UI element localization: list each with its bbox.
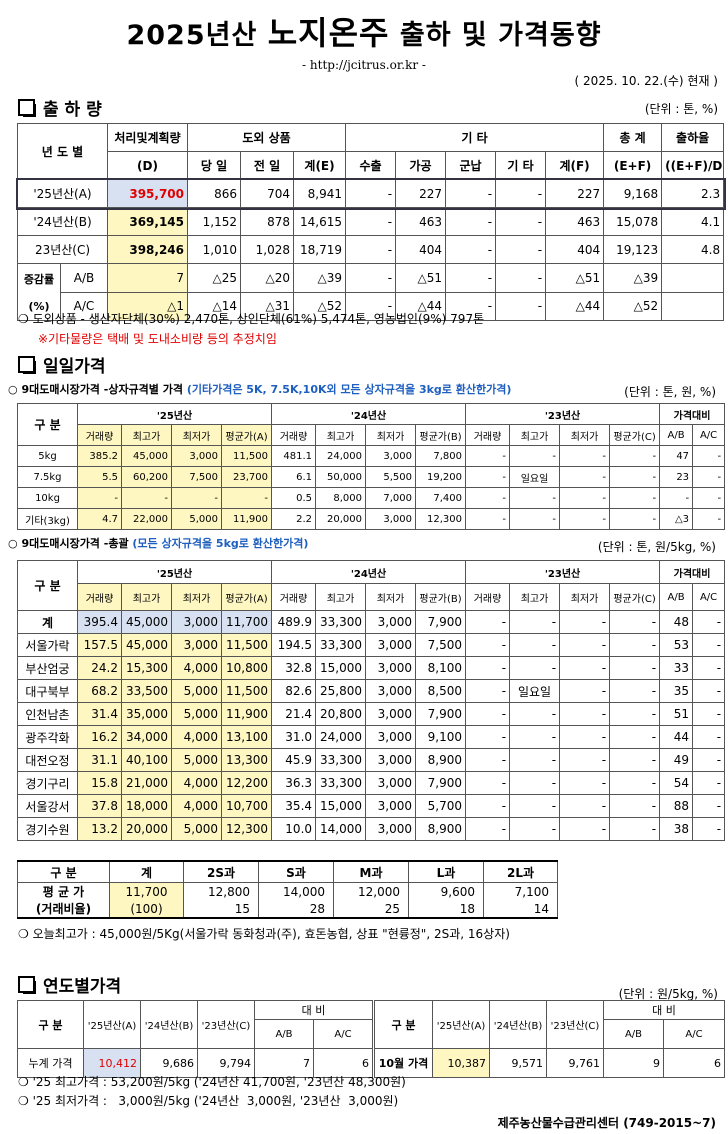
table-row: '25년산(A) 395,700 866 704 8,941 - 227 - -…	[15, 177, 726, 210]
header-export: 수출	[345, 151, 397, 180]
page-title: 2025년산 노지온주 출하 및 가격동향	[126, 14, 602, 52]
table-row: 10월 가격 10,387 9,571 9,761 9 6	[374, 1048, 725, 1078]
report-date: ( 2025. 10. 22.(수) 현재 )	[574, 74, 718, 88]
table-row: 경기구리 15.8 21,000 4,000 12,200 36.3 33,300 3,000…	[17, 771, 726, 795]
table-row: 구 분 계 2S과 S과 M과 L과 2L과	[17, 860, 558, 883]
yearly-note-max: ❍ '25 최고가격 : 53,200원/5kg ('24년산 41,700원,…	[18, 1075, 406, 1089]
shipment-unit: (단위 : 톤, %)	[644, 102, 718, 116]
table-row: 광주각화 16.2 34,000 4,000 13,100 31.0 24,000 3,000…	[17, 725, 726, 749]
table-row: 서울가락 157.5 45,000 3,000 11,500 194.5 33,300 3,0…	[17, 633, 726, 657]
header-grand: 총 계	[603, 123, 663, 152]
header-out-total: 계(E)	[292, 151, 347, 180]
table-row: 대전오정 31.1 40,100 5,000 13,300 45.9 33,300 3,000…	[17, 748, 726, 772]
yearly-unit: (단위 : 원/5kg, %)	[618, 987, 718, 1001]
header-out-prev: 전 일	[240, 151, 294, 180]
table-row: 23년산(C) 398,246 1,010 1,028 18,719 - 404…	[17, 235, 725, 264]
header-ratio: 출하율	[661, 123, 725, 152]
checkbox-icon	[18, 976, 36, 994]
table-row: 인천남촌 31.4 35,000 5,000 11,900 21.4 20,800 3,000…	[17, 702, 726, 726]
table-row: 서울강서 37.8 18,000 4,000 10,700 35.4 15,000 3,000…	[17, 794, 726, 818]
header-out: 도외 상품	[186, 123, 347, 152]
table-row: (거래비율) (100) 15 28 25 18 14	[17, 900, 558, 919]
daily-sub1-unit: (단위 : 톤, 원, %)	[624, 385, 716, 399]
increase-label: 증감률	[23, 272, 55, 286]
header-year: 년 도 별	[17, 123, 108, 180]
site-url[interactable]: - http://jcitrus.or.kr -	[302, 58, 426, 72]
table-row: 대구북부 68.2 33,500 5,000 11,500 82.6 25,800 3,000…	[17, 679, 726, 703]
header-ratio-sub: ((E+F)/D)	[661, 151, 725, 180]
size-price-table: 구 분 '25년산 '24년산 '23년산 가격대비 거래량 최고가 최저가 평…	[17, 403, 726, 530]
table-row: 평 균 가 11,700 12,800 14,000 12,000 9,600 …	[17, 882, 558, 900]
table-row: 부산엄궁 24.2 15,300 4,000 10,800 32.8 15,000 3,000…	[17, 656, 726, 680]
table-row: 7.5kg 5.5 60,200 7,500 23,700 6.1 50,000 5,500 1…	[17, 466, 726, 488]
yearly-right-table: 구 분 '25년산(A) '24년산(B) '23년산(C) 대 비 A/B A…	[374, 1000, 725, 1078]
increase-label-unit: (%)	[28, 300, 50, 314]
shipment-table: 년 도 별 처리및계획량 도외 상품 기 타 총 계 출하율 (D) 당 일 전…	[15, 123, 726, 321]
table-row: 누계 가격 10,412 9,686 9,794 7 6	[17, 1048, 373, 1078]
table-row: △1 △14 △31 △52 - △44 - - △44 △52	[18, 291, 725, 321]
table-row: 10kg - - - -0.5 8,000 7,000 7,400- - - - - -	[17, 487, 726, 509]
shipment-note-red: ※기타물량은 택배 및 도내소비량 등의 추정치임	[38, 332, 277, 346]
table-row: 계 395.4 45,000 3,000 11,700 489.9 33,300 3,000 7…	[17, 610, 726, 634]
yearly-section-title: 연도별가격	[18, 972, 121, 997]
header-grand-sub: (E+F)	[603, 151, 663, 180]
footer-center: 제주농산물수급관리센터 (749-2015~7)	[497, 1116, 716, 1130]
header-etc: 기 타	[495, 151, 547, 180]
market-price-table: 구 분 '25년산 '24년산 '23년산 가격대비 거래량 최고가 최저가 평…	[17, 560, 726, 841]
header-other-total: 계(F)	[545, 151, 605, 180]
grade-table: 구 분 계 2S과 S과 M과 L과 2L과 평 균 가 11,700 12,8…	[17, 860, 558, 919]
daily-sub2-unit: (단위 : 톤, 원/5kg, %)	[597, 540, 716, 554]
header-process: 가공	[395, 151, 447, 180]
shipment-note: ❍ 도외상품 - 생산자단체(30%) 2,470톤, 상인단체(61%) 5,…	[18, 312, 485, 326]
checkbox-icon	[18, 99, 36, 117]
checkbox-icon	[18, 356, 36, 374]
daily-sub2-title: ○ 9대도매시장가격 -총괄 (모든 상자규격을 5kg로 환산한가격)	[8, 537, 309, 550]
header-plan: 처리및계획량	[107, 123, 188, 152]
daily-section-title: 일일가격	[18, 352, 106, 377]
table-row: 기타(3kg) 4.7 22,000 5,000 11,900 2.2 20,000 3,00…	[17, 508, 726, 530]
yearly-note-min: ❍ '25 최저가격 : 3,000원/5kg ('24년산 3,000원, '…	[18, 1094, 399, 1108]
header-army: 군납	[445, 151, 497, 180]
daily-sub1-title: ○ 9대도매시장가격 -상자규격별 가격 (기타가격은 5K, 7.5K,10K…	[8, 383, 512, 396]
table-row: 5kg 385.2 45,000 3,000 11,500 481.1 24,000 3,00…	[17, 445, 726, 467]
table-row: 경기수원 13.2 20,000 5,000 12,300 10.0 14,000 3,000…	[17, 817, 726, 841]
header-other: 기 타	[345, 123, 605, 152]
daily-note: ❍ 오늘최고가 : 45,000원/5Kg(서울가락 동화청과(주), 효돈농협…	[18, 927, 510, 941]
table-row: 증감률 (%) A/B A/C 7 △25 △20 △39 - △51 - - …	[17, 263, 725, 321]
shipment-section-title: 출 하 량	[18, 95, 102, 120]
yearly-left-table: 구 분 '25년산(A) '24년산(B) '23년산(C) 대 비 A/B A…	[17, 1000, 373, 1078]
header-plan-sub: (D)	[107, 151, 188, 180]
header-out-today: 당 일	[187, 151, 241, 180]
table-row: '24년산(B) 369,145 1,152 878 14,615 - 463 …	[17, 207, 725, 236]
